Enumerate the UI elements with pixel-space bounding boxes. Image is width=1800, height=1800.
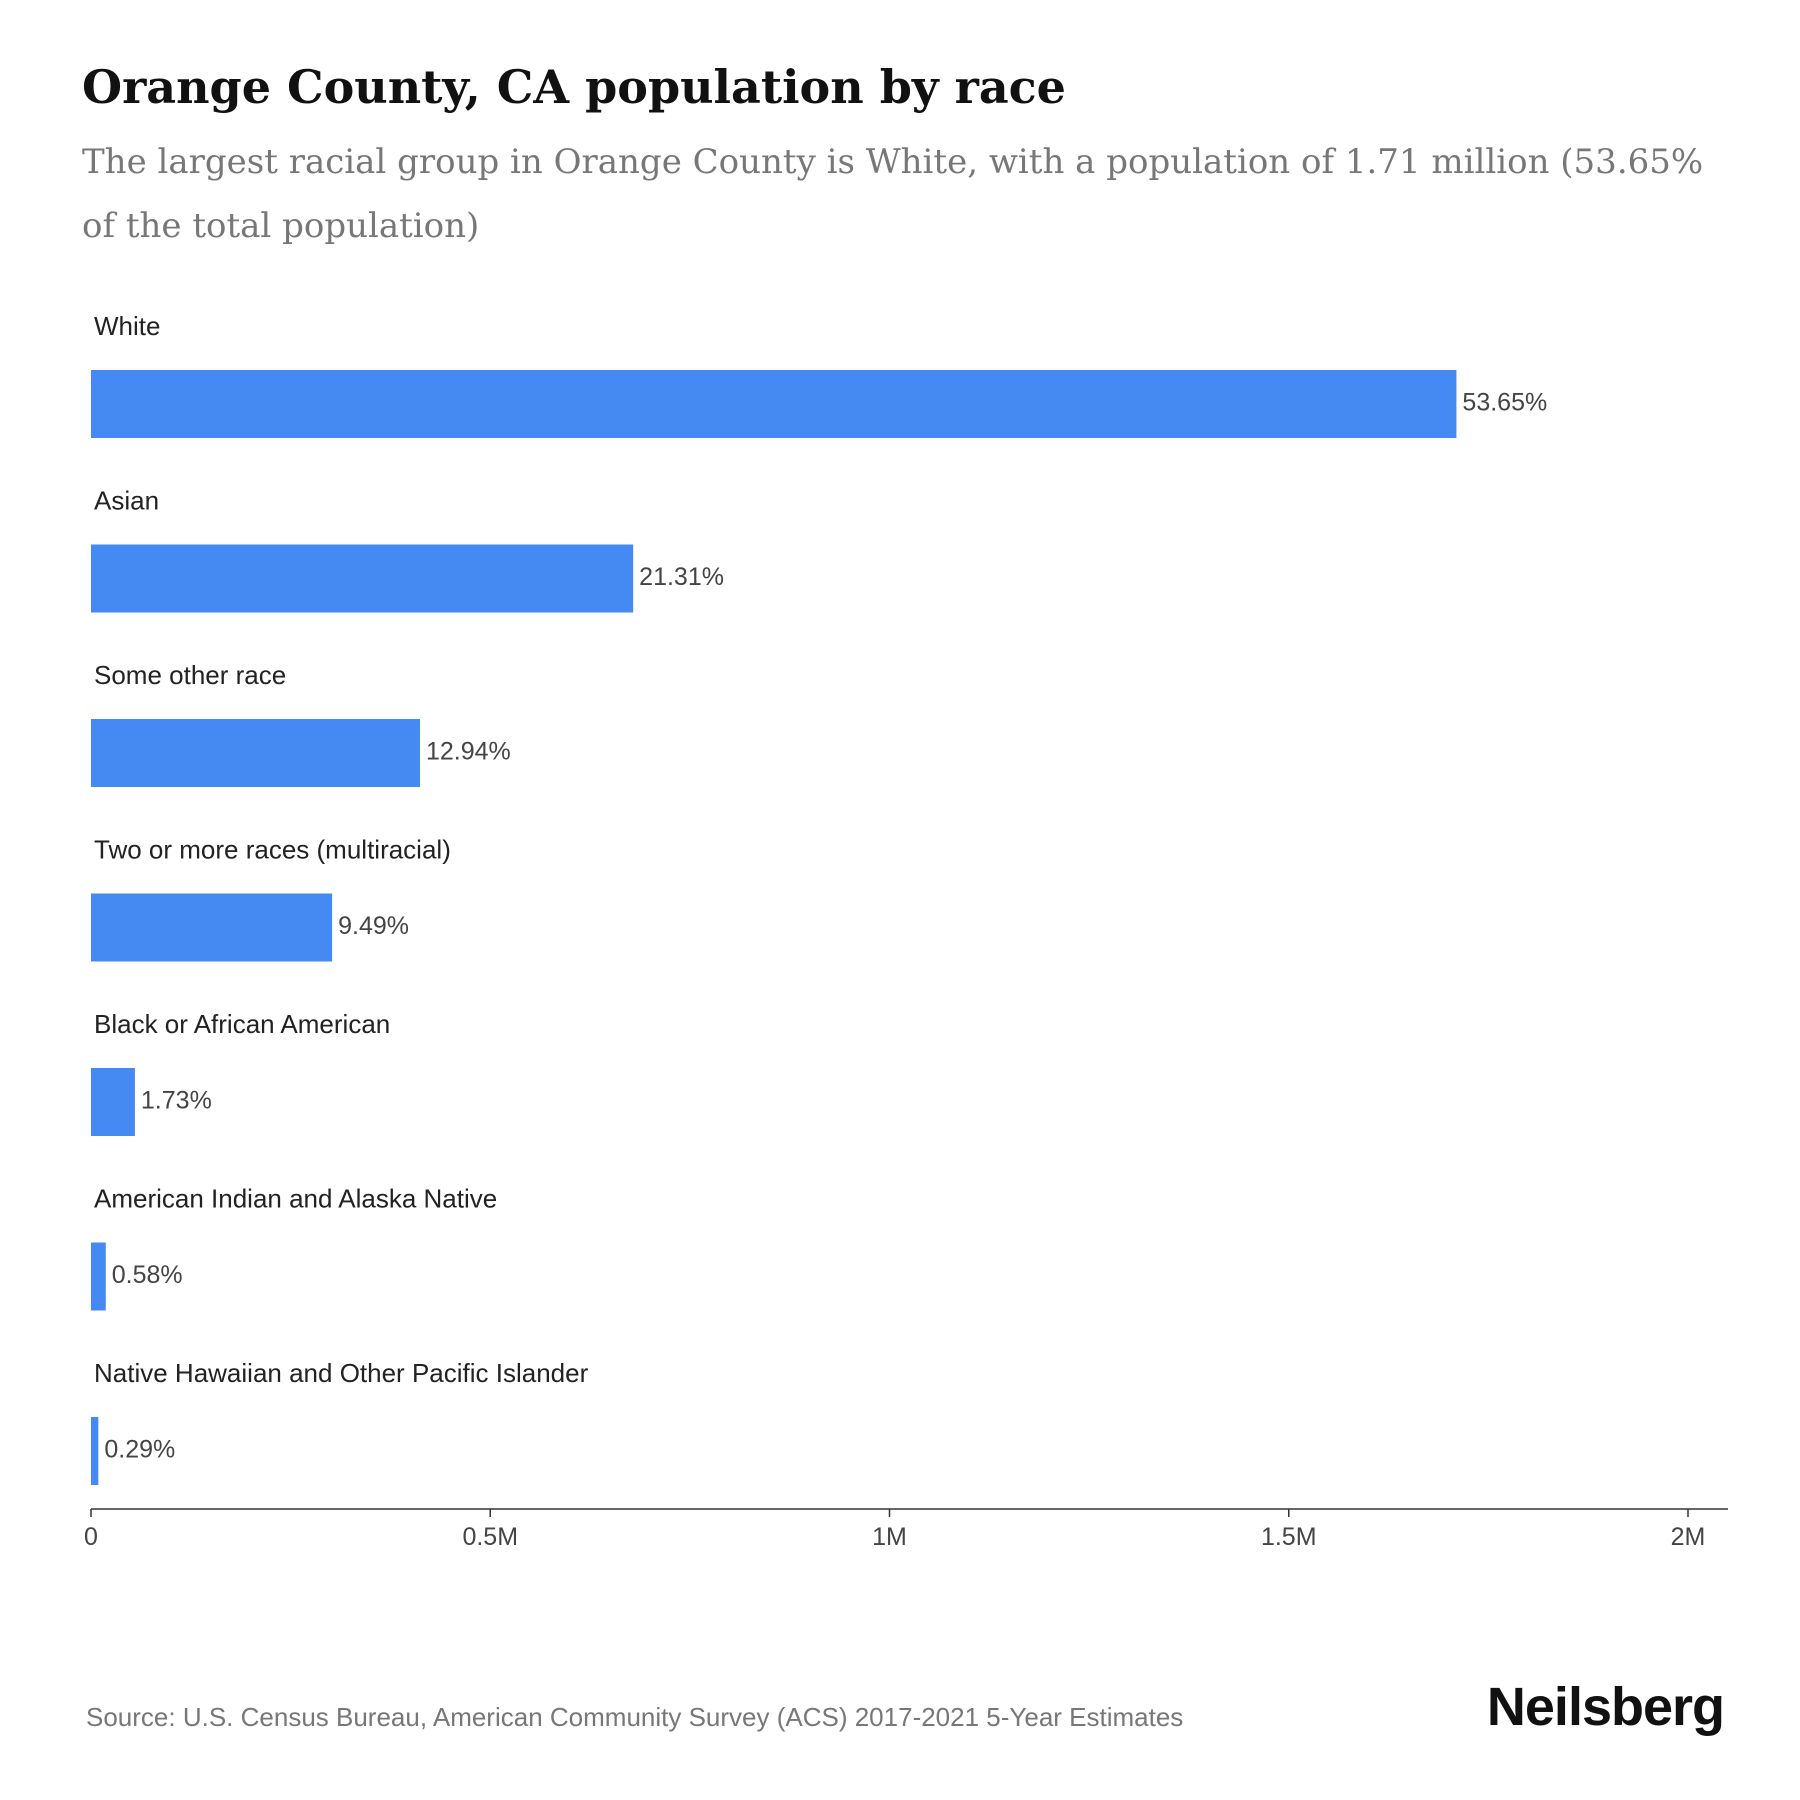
bar xyxy=(91,893,333,962)
value-label: 1.73% xyxy=(141,1087,212,1115)
x-tick-label: 0 xyxy=(84,1523,98,1551)
x-tick-label: 1M xyxy=(872,1523,907,1551)
x-tick-label: 2M xyxy=(1671,1523,1706,1551)
category-label: White xyxy=(94,311,160,341)
value-label: 12.94% xyxy=(426,738,511,766)
category-label: Asian xyxy=(94,485,159,515)
category-label: Black or African American xyxy=(94,1009,390,1039)
bar xyxy=(91,1417,99,1485)
bar xyxy=(91,544,634,613)
chart-title: Orange County, CA population by race xyxy=(82,60,1066,114)
value-label: 0.29% xyxy=(104,1436,175,1464)
value-label: 0.58% xyxy=(112,1261,183,1289)
category-label: American Indian and Alaska Native xyxy=(94,1183,497,1213)
x-tick-label: 0.5M xyxy=(462,1523,518,1551)
value-label: 9.49% xyxy=(338,912,409,940)
value-label: 53.65% xyxy=(1462,389,1547,417)
chart-subtitle: The largest racial group in Orange Count… xyxy=(82,142,1704,246)
x-tick-label: 1.5M xyxy=(1261,1523,1317,1551)
category-label: Some other race xyxy=(94,660,286,690)
value-label: 21.31% xyxy=(639,563,724,591)
source-note: Source: U.S. Census Bureau, American Com… xyxy=(86,1702,1184,1732)
category-label: Native Hawaiian and Other Pacific Island… xyxy=(94,1358,589,1388)
category-label: Two or more races (multiracial) xyxy=(94,834,451,864)
bar xyxy=(91,1242,106,1311)
bar xyxy=(91,719,420,787)
bar xyxy=(91,1068,135,1136)
bar xyxy=(91,370,1457,438)
brand-logo: Neilsberg xyxy=(1486,1677,1725,1737)
